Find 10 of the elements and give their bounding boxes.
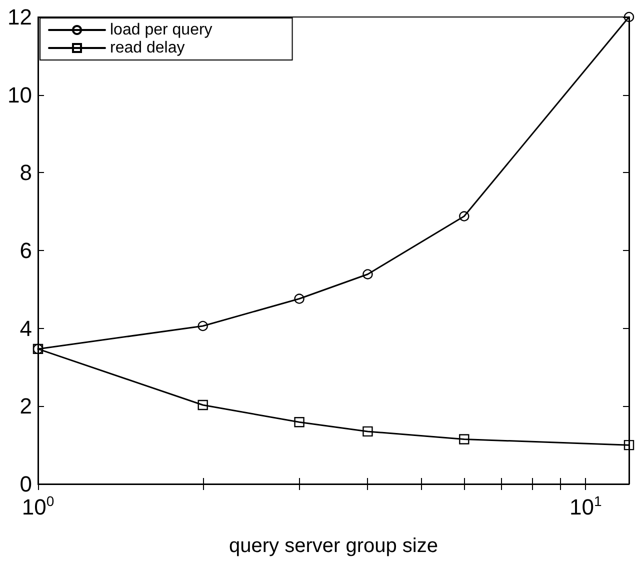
y-tick-label: 12 — [8, 4, 32, 30]
y-tick-label: 0 — [20, 472, 32, 496]
y-tick-label: 6 — [20, 238, 32, 263]
y-tick-label: 10 — [8, 82, 32, 108]
x-axis-title: query server group size — [229, 535, 438, 557]
y-tick-label: 2 — [20, 394, 32, 419]
legend-label: load per query — [110, 22, 212, 38]
legend-label: read delay — [110, 40, 185, 56]
y-tick-label: 8 — [20, 160, 32, 186]
y-tick-label: 4 — [20, 316, 32, 341]
